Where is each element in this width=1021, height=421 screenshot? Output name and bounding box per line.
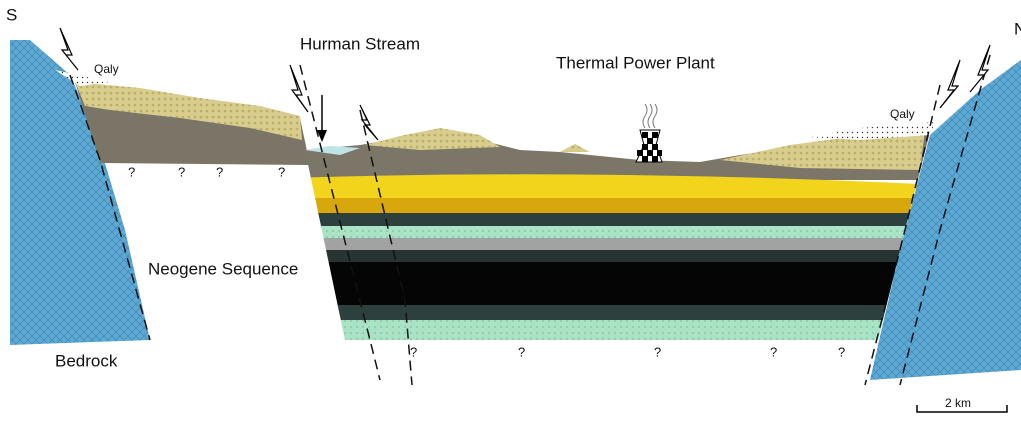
unknown: ? — [410, 344, 417, 359]
unknown: ? — [518, 344, 525, 359]
label: N — [1014, 19, 1021, 38]
unknown: ? — [216, 164, 223, 179]
label: 2 km — [945, 396, 971, 410]
label: S — [6, 5, 17, 24]
layer — [290, 262, 940, 306]
label: Thermal Power Plant — [556, 53, 715, 72]
hill — [365, 128, 500, 150]
power-plant — [636, 104, 662, 162]
unknown: ? — [770, 344, 777, 359]
label: Qaly — [94, 62, 119, 76]
cross-section: S N Hurman Stream Thermal Power Plant Qa… — [0, 0, 1021, 421]
label: Neogene Sequence — [148, 259, 298, 278]
unknown: ? — [178, 164, 185, 179]
page: {"labels": {"south": "S", "north": "N", … — [0, 0, 1021, 421]
layer — [290, 238, 940, 250]
unknown: ? — [278, 164, 285, 179]
label: Hurman Stream — [300, 34, 420, 53]
hill — [560, 144, 590, 152]
unknown: ? — [128, 164, 135, 179]
unknown: ? — [838, 344, 845, 359]
label: Qaly — [890, 107, 915, 121]
layer — [290, 305, 940, 321]
layer — [290, 250, 940, 262]
layer — [290, 198, 940, 214]
layer — [290, 320, 940, 340]
unknown: ? — [654, 344, 661, 359]
label: Bedrock — [55, 351, 118, 370]
